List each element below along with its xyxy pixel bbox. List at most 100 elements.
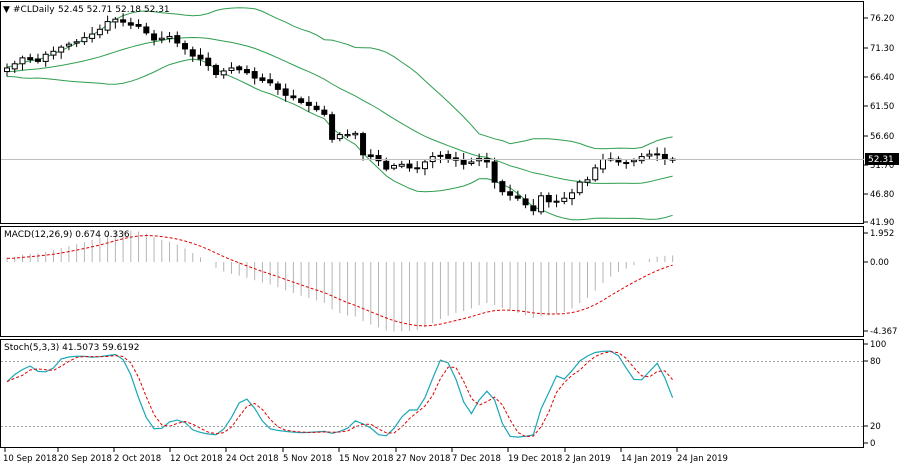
candle xyxy=(251,67,258,85)
candle xyxy=(197,48,204,66)
candle xyxy=(576,179,583,196)
candle xyxy=(228,62,235,74)
candle xyxy=(623,160,630,169)
macd-tick: 0.00 xyxy=(870,258,889,268)
candle xyxy=(421,159,428,176)
candle xyxy=(599,153,606,174)
candle xyxy=(584,176,591,187)
time-tick: 12 Oct 2018 xyxy=(170,454,223,464)
candle xyxy=(414,161,421,174)
bollinger-middle-line xyxy=(6,36,673,184)
candle xyxy=(11,60,18,74)
candle xyxy=(514,190,521,201)
candle xyxy=(243,65,250,75)
candle xyxy=(483,152,490,168)
stoch-tick: 80 xyxy=(870,357,881,367)
candle xyxy=(65,41,72,51)
candle xyxy=(592,164,599,182)
candle xyxy=(638,152,645,164)
candle xyxy=(120,13,127,27)
candle xyxy=(661,147,668,166)
bollinger-upper-line xyxy=(6,7,673,150)
time-tick: 24 Jan 2019 xyxy=(677,454,728,464)
time-tick: 24 Oct 2018 xyxy=(226,454,279,464)
stoch-tick: 100 xyxy=(870,340,886,350)
time-tick: 20 Sep 2018 xyxy=(58,454,112,464)
candle xyxy=(96,24,103,39)
price-axis[interactable]: 76.20 71.30 66.40 61.50 56.60 51.70 46.8… xyxy=(864,14,894,228)
candle xyxy=(352,131,359,140)
candle xyxy=(182,40,189,55)
time-axis[interactable]: 10 Sep 2018 20 Sep 2018 2 Oct 2018 12 Oc… xyxy=(3,448,728,464)
candle xyxy=(205,52,212,71)
candle xyxy=(437,151,444,164)
candle xyxy=(189,46,196,62)
candle xyxy=(561,191,568,205)
stoch-panel[interactable] xyxy=(0,339,864,448)
time-tick: 5 Nov 2018 xyxy=(283,454,332,464)
candle xyxy=(329,111,336,143)
chart-menu-icon[interactable]: ▼ xyxy=(3,5,10,15)
candle xyxy=(491,157,498,189)
stoch-axis[interactable]: 100 80 20 0 xyxy=(864,340,886,449)
main-price-panel[interactable] xyxy=(0,1,864,224)
macd-tick: -4.367 xyxy=(870,327,897,337)
candle xyxy=(460,152,467,170)
price-tick: 41.90 xyxy=(870,218,894,228)
price-tick: 51.70 xyxy=(870,161,894,171)
price-tick: 61.50 xyxy=(870,102,894,112)
macd-axis[interactable]: 1.952 0.00 -4.367 xyxy=(864,229,897,337)
candle xyxy=(174,31,181,48)
candle xyxy=(127,17,134,30)
candle xyxy=(81,32,88,45)
price-tick: 56.60 xyxy=(870,132,894,142)
candle xyxy=(305,96,312,112)
candle xyxy=(166,31,173,43)
macd-signal-line xyxy=(6,234,673,327)
price-tick: 46.80 xyxy=(870,190,894,200)
candle xyxy=(445,150,452,163)
time-tick: 15 Nov 2018 xyxy=(339,454,393,464)
macd-panel[interactable] xyxy=(0,226,864,337)
candle xyxy=(4,63,10,77)
candle xyxy=(236,65,243,74)
candle xyxy=(344,129,351,139)
candle xyxy=(19,55,26,71)
time-tick: 10 Sep 2018 xyxy=(3,454,57,464)
candle xyxy=(259,73,266,83)
candle xyxy=(367,149,374,161)
macd-title: MACD(12,26,9) 0.674 0.336 xyxy=(4,230,130,240)
candle xyxy=(282,83,289,102)
candle xyxy=(274,81,281,95)
stoch-signal-line xyxy=(6,351,673,438)
candle xyxy=(429,152,436,169)
ohlc-readout: 52.45 52.71 52.18 52.31 xyxy=(58,5,170,15)
candle xyxy=(73,38,80,48)
candle xyxy=(298,96,305,105)
candle xyxy=(112,16,119,29)
candle xyxy=(27,53,34,63)
candle xyxy=(336,132,343,142)
candle xyxy=(58,45,65,59)
candle xyxy=(50,46,57,60)
time-tick: 7 Dec 2018 xyxy=(452,454,501,464)
candle xyxy=(468,157,475,166)
candle xyxy=(538,191,545,215)
price-tick: 76.20 xyxy=(870,14,894,24)
macd-tick: 1.952 xyxy=(870,229,894,239)
current-price-label: 52.31 xyxy=(868,155,894,165)
time-tick: 14 Jan 2019 xyxy=(621,454,672,464)
candle xyxy=(321,105,328,117)
time-tick: 27 Nov 2018 xyxy=(396,454,450,464)
candle xyxy=(530,198,537,216)
candle xyxy=(158,31,165,44)
time-tick: 2 Oct 2018 xyxy=(114,454,161,464)
candle xyxy=(34,53,41,64)
candle xyxy=(212,63,219,79)
candle xyxy=(104,15,111,34)
stoch-title: Stoch(5,3,3) 41.5073 59.6192 xyxy=(4,343,139,353)
candle xyxy=(406,159,413,172)
candle xyxy=(135,19,142,29)
candle xyxy=(615,156,622,166)
